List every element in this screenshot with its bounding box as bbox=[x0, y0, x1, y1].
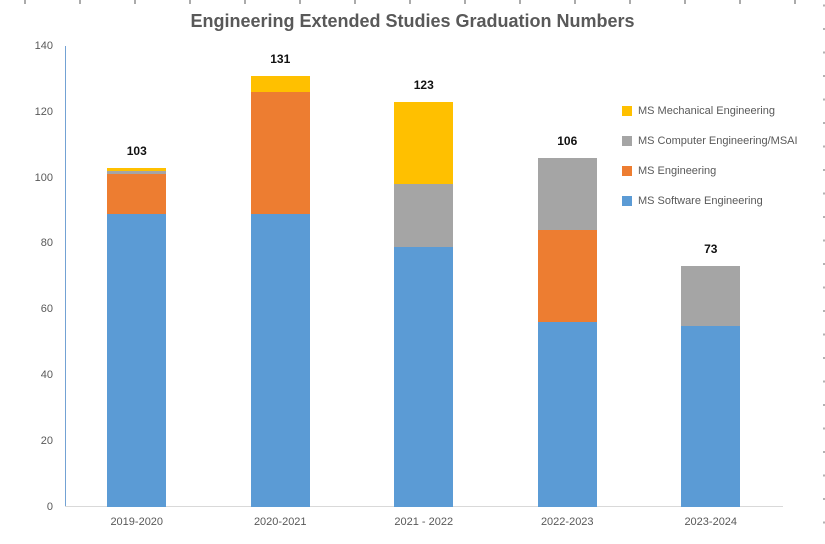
legend: MS Mechanical Engineering MS Computer Eng… bbox=[622, 96, 798, 216]
x-category-label: 2020-2021 bbox=[253, 516, 307, 528]
bar-total-label: 103 bbox=[126, 143, 147, 158]
bar-total-label: 123 bbox=[413, 77, 434, 92]
bar-segment-ms-software-engineering bbox=[681, 325, 741, 507]
legend-swatch bbox=[622, 136, 632, 146]
legend-item: MS Engineering bbox=[622, 156, 798, 186]
bar-segment-ms-computer-engineering-msai bbox=[681, 266, 741, 326]
y-tick-label: 60 bbox=[40, 303, 53, 316]
legend-label: MS Computer Engineering/MSAI bbox=[638, 135, 798, 147]
x-category-label: 2023-2024 bbox=[684, 516, 738, 528]
y-tick-label: 100 bbox=[34, 171, 53, 184]
bar-segment-ms-engineering bbox=[537, 230, 597, 323]
x-axis-line bbox=[65, 506, 783, 507]
y-tick-label: 80 bbox=[40, 237, 53, 250]
legend-swatch bbox=[622, 106, 632, 116]
bar-total-label: 106 bbox=[557, 133, 578, 148]
bar-segment-ms-software-engineering bbox=[537, 322, 597, 507]
y-tick-label: 20 bbox=[40, 434, 53, 447]
spreadsheet-gridline-marks-top bbox=[0, 0, 825, 4]
bar-segment-ms-computer-engineering-msai bbox=[394, 184, 454, 247]
legend-swatch bbox=[622, 196, 632, 206]
y-axis-line bbox=[65, 46, 66, 507]
bar-segment-ms-computer-engineering-msai bbox=[537, 157, 597, 231]
legend-item: MS Mechanical Engineering bbox=[622, 96, 798, 126]
y-tick-label: 40 bbox=[40, 368, 53, 381]
x-category-label: 2021 - 2022 bbox=[394, 516, 454, 528]
bar-total-label: 131 bbox=[270, 51, 291, 66]
bar-segment-ms-engineering bbox=[250, 92, 310, 214]
bar-segment-ms-software-engineering bbox=[250, 213, 310, 507]
legend-label: MS Mechanical Engineering bbox=[638, 105, 775, 117]
bar-segment-ms-computer-engineering-msai bbox=[107, 171, 167, 175]
y-tick-label: 140 bbox=[34, 40, 53, 52]
bar-segment-ms-mechanical-engineering bbox=[250, 75, 310, 93]
bar-total-label: 73 bbox=[704, 242, 718, 257]
bar-segment-ms-software-engineering bbox=[394, 246, 454, 507]
x-category-label: 2019-2020 bbox=[110, 516, 164, 528]
y-tick-label: 120 bbox=[34, 105, 53, 118]
legend-label: MS Engineering bbox=[638, 165, 717, 177]
legend-item: MS Computer Engineering/MSAI bbox=[622, 126, 798, 156]
legend-label: MS Software Engineering bbox=[638, 195, 763, 207]
bar-segment-ms-mechanical-engineering bbox=[107, 167, 167, 171]
y-tick-label: 0 bbox=[46, 500, 53, 513]
bar-segment-ms-software-engineering bbox=[107, 213, 167, 507]
chart-title: Engineering Extended Studies Graduation … bbox=[190, 11, 635, 31]
legend-swatch bbox=[622, 166, 632, 176]
spreadsheet-gridline-marks-right bbox=[823, 0, 825, 544]
bar-segment-ms-engineering bbox=[107, 174, 167, 214]
bar-segment-ms-mechanical-engineering bbox=[394, 101, 454, 185]
legend-item: MS Software Engineering bbox=[622, 186, 798, 216]
x-category-label: 2022-2023 bbox=[540, 516, 594, 528]
